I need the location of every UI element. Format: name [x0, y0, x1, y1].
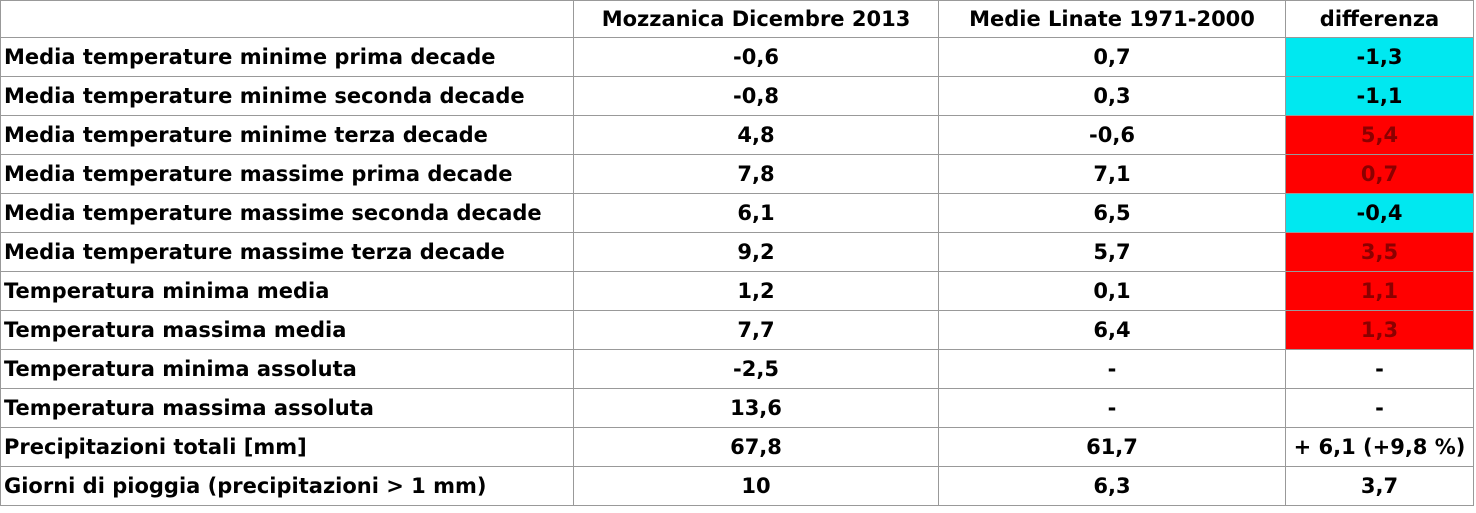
value-cell: 5,4 — [1285, 115, 1474, 155]
value-cell: 4,8 — [573, 115, 939, 155]
table-row: Precipitazioni totali [mm] 67,8 61,7 + 6,1 … — [0, 427, 1474, 467]
value-cell: -0,8 — [573, 76, 939, 116]
table-row: Media temperature minime seconda decade -… — [0, 76, 1474, 116]
header-row: Mozzanica Dicembre 2013 Medie Linate 197… — [0, 0, 1474, 38]
value-cell: 0,1 — [938, 271, 1286, 311]
value-cell: 0,7 — [938, 37, 1286, 77]
value-cell: - — [1285, 388, 1474, 428]
row-label: Temperatura massima assoluta — [0, 388, 574, 428]
row-label: Giorni di pioggia (precipitazioni > 1 mm… — [0, 466, 574, 506]
value-cell: 6,5 — [938, 193, 1286, 233]
value-cell: 9,2 — [573, 232, 939, 272]
row-label: Media temperature minime prima decade — [0, 37, 574, 77]
row-label: Media temperature massime seconda decade — [0, 193, 574, 233]
row-label: Media temperature minime terza decade — [0, 115, 574, 155]
value-cell: 7,1 — [938, 154, 1286, 194]
table-row: Media temperature minime terza decade 4,8… — [0, 115, 1474, 155]
row-label: Temperatura minima assoluta — [0, 349, 574, 389]
value-cell: 3,5 — [1285, 232, 1474, 272]
value-cell: -0,6 — [573, 37, 939, 77]
value-cell: -2,5 — [573, 349, 939, 389]
table-row: Media temperature massime prima decade 7,… — [0, 154, 1474, 194]
value-cell: 0,3 — [938, 76, 1286, 116]
table-row: Media temperature massime seconda decade… — [0, 193, 1474, 233]
table-row: Temperatura massima assoluta 13,6- - — [0, 388, 1474, 428]
value-cell: 0,7 — [1285, 154, 1474, 194]
value-cell: - — [1285, 349, 1474, 389]
table-row: Temperatura minima assoluta -2,5- - — [0, 349, 1474, 389]
header-cell: Medie Linate 1971-2000 — [938, 0, 1286, 38]
table-row: Temperatura massima media 7,7 6,4 1,3 — [0, 310, 1474, 350]
header-cell: differenza — [1285, 0, 1474, 38]
row-label: Temperatura massima media — [0, 310, 574, 350]
value-cell: + 6,1 (+9,8 %) — [1285, 427, 1474, 467]
table-row: Media temperature massime terza decade 9,… — [0, 232, 1474, 272]
table-row: Media temperature minime prima decade -0,… — [0, 37, 1474, 77]
value-cell: 7,7 — [573, 310, 939, 350]
value-cell: 5,7 — [938, 232, 1286, 272]
value-cell: -1,1 — [1285, 76, 1474, 116]
value-cell: 1,1 — [1285, 271, 1474, 311]
row-label: Media temperature massime prima decade — [0, 154, 574, 194]
value-cell: - — [938, 388, 1286, 428]
value-cell: -0,6 — [938, 115, 1286, 155]
value-cell: 6,1 — [573, 193, 939, 233]
value-cell: 1,2 — [573, 271, 939, 311]
value-cell: 67,8 — [573, 427, 939, 467]
row-label: Media temperature minime seconda decade — [0, 76, 574, 116]
value-cell: 6,4 — [938, 310, 1286, 350]
value-cell: 3,7 — [1285, 466, 1474, 506]
value-cell: -0,4 — [1285, 193, 1474, 233]
value-cell: - — [938, 349, 1286, 389]
table-row: Temperatura minima media 1,2 0,1 1,1 — [0, 271, 1474, 311]
value-cell: 1,3 — [1285, 310, 1474, 350]
row-label: Temperatura minima media — [0, 271, 574, 311]
corner-cell — [0, 0, 574, 38]
value-cell: 10 — [573, 466, 939, 506]
row-label: Precipitazioni totali [mm] — [0, 427, 574, 467]
table-row: Giorni di pioggia (precipitazioni > 1 mm… — [0, 466, 1474, 506]
value-cell: 6,3 — [938, 466, 1286, 506]
header-cell: Mozzanica Dicembre 2013 — [573, 0, 939, 38]
value-cell: -1,3 — [1285, 37, 1474, 77]
value-cell: 7,8 — [573, 154, 939, 194]
value-cell: 61,7 — [938, 427, 1286, 467]
row-label: Media temperature massime terza decade — [0, 232, 574, 272]
value-cell: 13,6 — [573, 388, 939, 428]
